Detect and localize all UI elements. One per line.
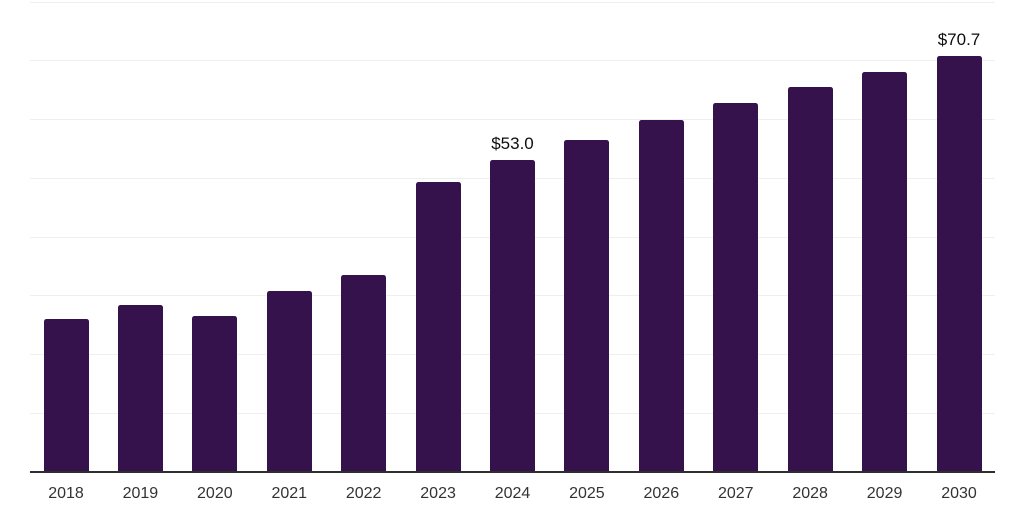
bar-2030 [936, 56, 982, 472]
bar-2026 [638, 120, 684, 472]
bar-2021 [266, 291, 312, 472]
bar-2020 [192, 316, 238, 472]
bar-2022 [341, 275, 387, 472]
x-tick-label-2018: 2018 [48, 485, 84, 502]
x-axis-line [30, 470, 995, 473]
x-tick-label-2024: 2024 [494, 485, 531, 502]
bar-2028 [787, 86, 833, 472]
bar-value-label-2030: $70.7 [937, 30, 981, 50]
x-tick-label-2028: 2028 [792, 485, 828, 502]
bar-2024 [490, 160, 535, 472]
gridline [30, 1, 995, 3]
x-tick-label-2021: 2021 [271, 485, 308, 502]
bar-2019 [117, 304, 163, 472]
x-tick-label-2027: 2027 [717, 485, 754, 502]
x-tick-label-2026: 2026 [643, 485, 680, 502]
gridline [30, 60, 995, 62]
x-tick-label-2023: 2023 [420, 485, 456, 502]
gridline [30, 119, 995, 121]
x-tick-label-2030: 2030 [941, 485, 977, 502]
x-tick-label-2020: 2020 [197, 485, 233, 502]
bar-2027 [713, 103, 759, 472]
x-tick-label-2029: 2029 [866, 485, 903, 502]
bar-2025 [564, 140, 610, 472]
x-tick-label-2022: 2022 [345, 485, 382, 502]
x-tick-label-2019: 2019 [122, 485, 159, 502]
x-tick-label-2025: 2025 [569, 485, 605, 502]
bar-value-label-2024: $53.0 [491, 134, 534, 154]
bar-2018 [43, 319, 89, 472]
bar-2023 [415, 181, 461, 472]
bar-2029 [862, 72, 908, 472]
